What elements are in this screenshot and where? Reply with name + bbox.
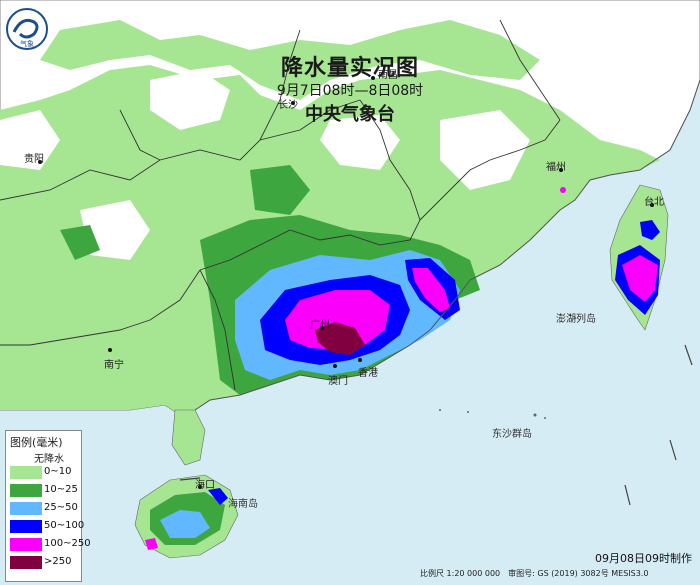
city-markers <box>38 76 654 489</box>
legend-swatch <box>10 484 42 497</box>
legend-box: 图例(毫米) 无降水 0~10 10~25 25~50 50~100 100~2… <box>5 430 91 582</box>
legend-item: >250 <box>10 555 80 570</box>
legend-label: 25~50 <box>44 502 78 513</box>
legend-swatch <box>10 520 42 533</box>
scale-approval-info: 比例尺 1:20 000 000 审图号: GS (2019) 3082号 ME… <box>420 569 649 578</box>
city-label-nanchang: 南昌 <box>378 70 398 81</box>
hainan-rain-25-50 <box>160 510 210 538</box>
city-label-guiyang: 贵阳 <box>24 154 44 165</box>
label-hainan-island: 海南岛 <box>228 499 258 510</box>
legend-swatch <box>10 556 42 569</box>
city-label-haikou: 海口 <box>195 480 215 491</box>
logo-text: 气象 <box>20 39 34 48</box>
no-rain-patch <box>0 110 60 170</box>
no-rain-patch <box>150 70 230 130</box>
city-label-macau: 澳门 <box>328 376 348 387</box>
hainan-rain-100-250 <box>145 538 158 550</box>
legend-label: 100~250 <box>44 538 91 549</box>
hainan-rain-50-100 <box>208 488 228 505</box>
legend-item: 25~50 <box>10 501 80 516</box>
time-range: 9月7日08时—8日08时 <box>276 83 424 99</box>
legend-item: 50~100 <box>10 519 84 534</box>
city-label-changsha: 长沙 <box>278 100 298 111</box>
city-label-taipei: 台北 <box>644 197 664 208</box>
rain-10-25-patch <box>60 225 100 260</box>
legend-title: 图例(毫米) <box>10 436 63 449</box>
province-boundaries <box>0 19 561 391</box>
legend-swatch <box>10 502 42 515</box>
rain-100-250-area <box>412 268 450 312</box>
cma-logo-icon: 气象 <box>6 8 48 50</box>
legend-label: 10~25 <box>44 484 78 495</box>
legend-no-rain-label: 无降水 <box>34 454 64 465</box>
taiwan-rain-100-250 <box>622 255 658 302</box>
islets <box>439 187 576 419</box>
legend-swatch <box>10 466 42 479</box>
agency-name: 中央气象台 <box>305 104 395 125</box>
label-dongsha: 东沙群岛 <box>492 429 532 440</box>
rain-10-25-patch <box>250 165 310 215</box>
city-label-guangzhou: 广州 <box>310 320 330 331</box>
city-label-fuzhou: 福州 <box>546 162 566 173</box>
legend-label: >250 <box>44 556 72 567</box>
no-rain-patch <box>440 110 530 190</box>
rain-gt-250-area <box>315 322 365 355</box>
no-rain-patch <box>560 50 650 120</box>
legend-item: 100~250 <box>10 537 91 552</box>
legend-item: 0~10 <box>10 465 80 480</box>
rain-100-250-area <box>285 290 390 350</box>
legend-item: 10~25 <box>10 483 80 498</box>
nine-dash-marks <box>179 344 693 506</box>
city-label-hongkong: 香港 <box>358 368 378 379</box>
legend-swatch <box>10 538 42 551</box>
taiwan-rain-50-100-north <box>640 220 660 240</box>
legend-label: 0~10 <box>44 466 72 477</box>
legend-label: 50~100 <box>44 520 85 531</box>
city-label-nanning: 南宁 <box>104 360 124 371</box>
map-title: 降水量实况图 <box>280 56 419 81</box>
made-time: 09月08日09时制作 <box>595 552 692 565</box>
label-penghu: 澎湖列岛 <box>556 314 596 325</box>
coastline <box>194 79 700 411</box>
no-rain-patch <box>320 115 400 170</box>
